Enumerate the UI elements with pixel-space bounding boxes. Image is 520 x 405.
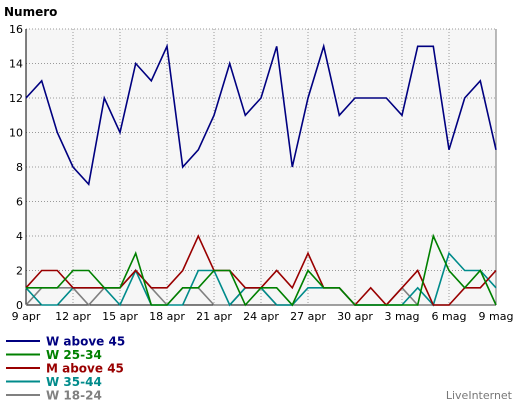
- x-tick-label: 18 apr: [149, 310, 185, 323]
- y-tick-label: 12: [9, 92, 23, 105]
- series-line-w-25-34: [26, 233, 497, 307]
- legend-label: M above 45: [46, 362, 124, 376]
- y-tick-label: 4: [16, 230, 23, 243]
- legend: W above 45W 25-34M above 45W 35-44W 18-2…: [6, 335, 125, 403]
- chart-title: Numero: [4, 5, 57, 19]
- y-tick-label: 14: [9, 58, 23, 71]
- x-tick-label: 6 mag: [432, 310, 467, 323]
- x-tick-label: 30 apr: [337, 310, 373, 323]
- series-lines: [25, 43, 497, 307]
- x-tick-label: 9 apr: [12, 310, 41, 323]
- legend-label: W 35-44: [46, 375, 102, 389]
- x-tick-label: 9 mag: [479, 310, 514, 323]
- y-tick-label: 8: [16, 161, 23, 174]
- x-tick-label: 12 apr: [55, 310, 91, 323]
- x-tick-label: 24 apr: [243, 310, 279, 323]
- x-tick-label: 3 mag: [385, 310, 420, 323]
- legend-label: W above 45: [46, 335, 125, 349]
- branding-text: LiveInternet: [446, 389, 513, 402]
- y-tick-label: 0: [16, 299, 23, 312]
- legend-label: W 18-24: [46, 389, 102, 403]
- x-tick-label: 27 apr: [290, 310, 326, 323]
- y-axis-ticks: 0 2 4 6 8 10 12 14 16: [9, 23, 23, 312]
- y-tick-label: 6: [16, 196, 23, 209]
- legend-label: W 25-34: [46, 348, 102, 362]
- grid-lines: [26, 28, 497, 305]
- y-tick-label: 10: [9, 127, 23, 140]
- x-tick-label: 15 apr: [102, 310, 138, 323]
- x-tick-label: 21 apr: [196, 310, 232, 323]
- x-axis-ticks: 9 apr 12 apr 15 apr 18 apr 21 apr 24 apr 27 ap…: [12, 310, 514, 323]
- y-tick-label: 2: [16, 265, 23, 278]
- series-line-w-above-45: [25, 43, 497, 187]
- y-tick-label: 16: [9, 23, 23, 36]
